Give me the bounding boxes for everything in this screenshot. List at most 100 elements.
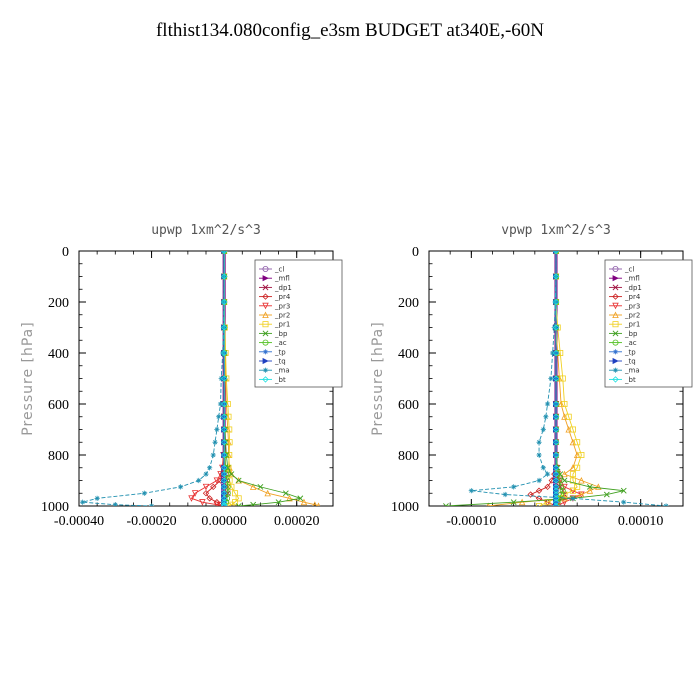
data-point <box>249 483 257 490</box>
legend-label: _pr4 <box>624 293 641 301</box>
data-point <box>574 464 581 471</box>
data-point <box>220 413 228 420</box>
data-point <box>206 495 213 502</box>
data-point <box>561 470 568 478</box>
data-point <box>112 502 118 506</box>
data-point <box>612 284 619 291</box>
legend-label: _pr3 <box>274 302 290 310</box>
legend-label: _bp <box>624 330 638 338</box>
data-point <box>220 349 228 357</box>
data-point <box>262 349 269 355</box>
data-point <box>196 477 202 484</box>
data-point <box>220 439 228 446</box>
series-line <box>471 251 667 506</box>
data-point <box>203 471 209 477</box>
data-point <box>552 251 560 255</box>
legend-box <box>254 259 343 388</box>
data-point <box>213 477 221 484</box>
data-point <box>552 439 560 446</box>
data-point <box>552 298 560 306</box>
y-tick-label: 200 <box>398 296 419 311</box>
data-point <box>264 489 271 497</box>
series-bp <box>443 251 627 506</box>
data-point <box>235 495 242 502</box>
data-point <box>559 375 566 382</box>
data-point <box>220 470 228 478</box>
data-point <box>312 501 318 506</box>
data-point <box>543 414 549 420</box>
data-point <box>578 451 585 458</box>
data-point <box>552 499 560 506</box>
data-point <box>552 464 560 471</box>
data-point <box>262 357 269 365</box>
data-point <box>569 426 576 433</box>
legend: _cl_mfl_dp1_pr4_pr3_pr2_pr1_bp_ac_tp_tq_… <box>254 259 343 388</box>
data-point <box>443 503 449 506</box>
data-point <box>217 401 224 407</box>
data-point <box>552 413 560 420</box>
data-point <box>191 490 199 497</box>
data-point <box>220 483 228 491</box>
series-ma <box>468 251 669 506</box>
series-ma <box>80 251 227 506</box>
data-point <box>612 302 619 310</box>
chart-panel-1: upwp 1xm^2/s^3 Pressure [hPa] -0.00040 -0.0… <box>20 223 343 529</box>
y-axis-label: Pressure [hPa] <box>20 321 36 435</box>
data-point <box>202 490 210 497</box>
data-point <box>536 477 542 484</box>
data-point <box>552 349 560 357</box>
data-point <box>612 357 619 365</box>
data-point <box>228 471 235 478</box>
data-point <box>612 321 619 328</box>
data-point <box>511 484 517 490</box>
series-bt <box>220 251 228 506</box>
data-point <box>220 501 228 506</box>
x-tick-label: 0.00000 <box>533 514 579 529</box>
data-point <box>235 477 242 484</box>
plot-area <box>443 251 669 506</box>
legend-label: _bp <box>274 330 288 338</box>
legend-label: _bt <box>624 376 636 384</box>
data-point <box>536 439 542 445</box>
x-tick-label: -0.00040 <box>54 514 104 529</box>
data-point <box>212 439 218 445</box>
data-point <box>220 324 228 331</box>
legend-label: _mfl <box>624 275 640 283</box>
legend-label: _pr3 <box>624 302 640 310</box>
data-point <box>557 400 565 407</box>
data-point <box>586 487 594 494</box>
legend-label: _tp <box>274 348 286 356</box>
data-point <box>94 495 100 501</box>
data-point <box>540 465 546 471</box>
data-point <box>612 349 619 355</box>
legend-label: _dp1 <box>624 284 642 292</box>
data-point <box>262 302 269 310</box>
data-point <box>275 499 282 506</box>
legend-label: _pr2 <box>624 312 640 320</box>
data-point <box>213 501 221 506</box>
data-point <box>535 487 543 494</box>
data-point <box>559 487 566 494</box>
data-point <box>148 503 155 506</box>
legend-label: _bt <box>274 376 286 384</box>
series-line <box>223 251 240 506</box>
data-point <box>536 502 543 506</box>
data-point <box>262 376 269 383</box>
data-point <box>540 426 546 433</box>
legend-label: _ma <box>274 367 290 375</box>
panel-title: vpwp 1xm^2/s^3 <box>501 223 611 238</box>
data-point <box>612 265 619 272</box>
data-point <box>220 464 228 471</box>
data-point <box>552 487 560 494</box>
data-point <box>612 330 619 337</box>
data-point <box>262 275 269 282</box>
data-point <box>548 375 554 382</box>
legend-label: _pr1 <box>624 321 640 329</box>
legend-label: _dp1 <box>274 284 292 292</box>
data-point <box>235 503 242 506</box>
data-point <box>552 477 560 484</box>
data-point <box>220 375 228 382</box>
data-point <box>178 484 184 490</box>
data-point <box>199 499 206 506</box>
data-point <box>262 265 269 272</box>
